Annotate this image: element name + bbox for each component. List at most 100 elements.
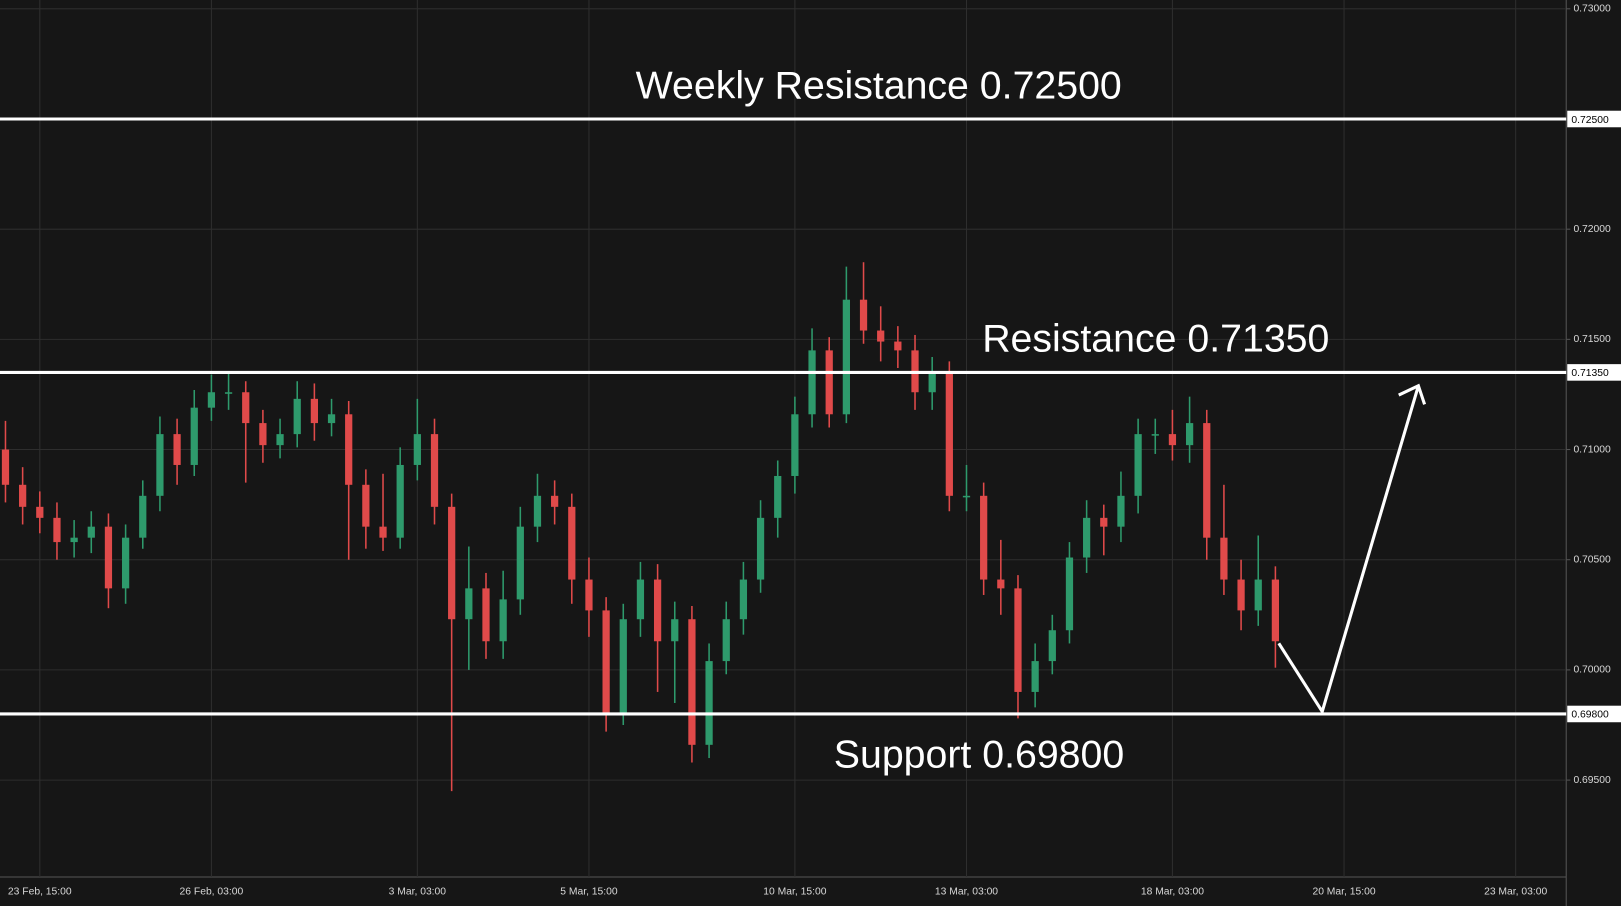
candle-body (465, 588, 473, 620)
candle-body (276, 434, 284, 446)
x-tick-label: 20 Mar, 15:00 (1312, 886, 1375, 897)
y-tick-label: 0.71500 (1573, 334, 1611, 345)
y-tick-label: 0.71000 (1573, 444, 1611, 455)
candle-body (688, 619, 696, 745)
level-label: 0.71350 (1571, 368, 1609, 379)
candle-body (173, 434, 181, 465)
y-tick-label: 0.69500 (1573, 775, 1611, 786)
annotation: Resistance 0.71350 (982, 317, 1329, 361)
candle-body (448, 506, 456, 620)
candle-body (739, 579, 748, 620)
candle-body (1065, 557, 1074, 631)
candle-body (894, 341, 902, 351)
candle-body (1117, 495, 1125, 527)
candle-body (859, 299, 868, 331)
candle-body (1254, 579, 1262, 611)
candle-body (1031, 661, 1039, 692)
candle-body (1083, 517, 1091, 558)
candle-body (980, 495, 988, 580)
candle-body (1151, 434, 1159, 436)
x-tick-label: 23 Feb, 15:00 (8, 886, 72, 897)
candle-body (516, 526, 524, 600)
candle-body (1203, 423, 1211, 538)
candle-body (1271, 579, 1280, 642)
candle-body (1220, 537, 1228, 580)
x-tick-label: 10 Mar, 15:00 (763, 886, 826, 897)
y-tick-label: 0.70500 (1573, 554, 1611, 565)
plot (0, 0, 1567, 878)
x-tick-label: 23 Mar, 03:00 (1484, 886, 1547, 897)
candle-body (842, 299, 850, 415)
level-label: 0.72500 (1571, 115, 1609, 126)
candle-body (1, 449, 10, 485)
candle-body (551, 495, 559, 507)
projection-arrow (1277, 383, 1427, 716)
candle-body (379, 526, 387, 538)
candle-body (653, 579, 662, 642)
candle-body (1134, 434, 1142, 496)
candle-body (1168, 434, 1177, 446)
candle-body (53, 517, 61, 543)
candle-body (190, 407, 198, 465)
candle-body (207, 392, 216, 408)
candle-body (362, 484, 370, 527)
candle-body (619, 619, 627, 714)
x-tick-label: 3 Mar, 03:00 (389, 886, 447, 897)
candle-body (705, 661, 713, 745)
candle-body (928, 372, 936, 393)
y-tick-label: 0.72000 (1573, 224, 1611, 235)
candle-body (327, 414, 336, 424)
candle-body (825, 350, 833, 415)
annotation: Weekly Resistance 0.72500 (636, 63, 1122, 107)
candle-body (774, 475, 782, 518)
candle-body (533, 495, 542, 527)
candle-body (756, 517, 765, 580)
candle-body (259, 423, 267, 446)
level-label-box (1567, 705, 1621, 723)
y-tick-label: 0.73000 (1573, 4, 1611, 15)
projection-path (1277, 385, 1420, 716)
candle-body (499, 599, 507, 642)
annotation: Support 0.69800 (834, 732, 1124, 776)
level-label: 0.69800 (1571, 710, 1609, 721)
candles (1, 262, 1280, 792)
candle-body (1014, 588, 1022, 692)
candle-body (396, 464, 404, 538)
candle-body (121, 537, 130, 589)
candle-body (139, 495, 147, 538)
candle-body (430, 434, 439, 507)
candle-body (1100, 517, 1108, 527)
x-tick-label: 13 Mar, 03:00 (935, 886, 998, 897)
x-tick-label: 18 Mar, 03:00 (1141, 886, 1204, 897)
arrow-head (1398, 383, 1427, 405)
y-tick-label: 0.70000 (1573, 665, 1611, 676)
candle-body (791, 414, 799, 476)
candle-body (36, 506, 44, 518)
candle-body (156, 434, 164, 496)
x-tick-label: 26 Feb, 03:00 (180, 886, 244, 897)
candle-body (602, 610, 610, 714)
candle-body (413, 434, 421, 465)
candle-body (1185, 423, 1194, 446)
candle-body (310, 398, 318, 424)
candle-body (962, 495, 971, 498)
candle-body (104, 526, 113, 589)
candle-body (722, 619, 730, 662)
level-label-box (1567, 110, 1621, 128)
candle-body (87, 526, 95, 538)
x-tick-label: 5 Mar, 15:00 (560, 886, 618, 897)
candle-body (671, 619, 679, 642)
candle-body (224, 392, 233, 394)
candle-body (19, 484, 27, 507)
candle-body (568, 506, 576, 580)
level-label-box (1567, 364, 1621, 381)
candle-body (70, 537, 78, 543)
candle-body (808, 350, 816, 415)
candle-body (636, 579, 645, 620)
candle-body (293, 398, 301, 435)
candle-body (585, 579, 593, 611)
candle-body (1237, 579, 1245, 611)
